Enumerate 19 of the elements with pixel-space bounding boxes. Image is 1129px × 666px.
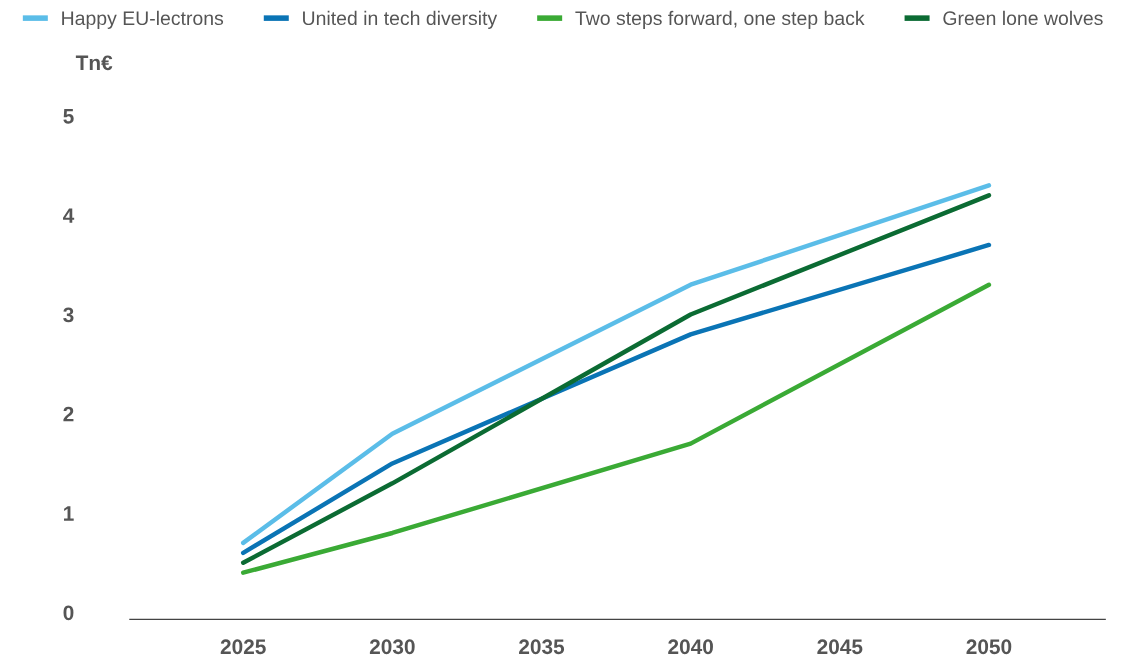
legend-label: United in tech diversity: [303, 10, 498, 29]
y-tick-label: 4: [63, 208, 75, 223]
x-tick-label: 2045: [817, 639, 863, 655]
legend-label: Happy EU-lectrons: [62, 10, 224, 29]
x-tick-label: 2025: [220, 639, 266, 655]
legend-label: Two steps forward, one step back: [575, 10, 865, 29]
x-tick-label: 2050: [966, 639, 1012, 655]
y-tick-label: 3: [63, 307, 74, 323]
line-series: [240, 242, 992, 556]
line-series: [240, 282, 992, 575]
y-tick-label: 5: [63, 109, 74, 124]
x-tick-label: 2040: [668, 639, 713, 655]
y-tick-label: 0: [63, 605, 74, 621]
legend-label: Green lone wolves: [943, 10, 1103, 26]
y-axis-title: Tn€: [75, 55, 113, 71]
x-tick-label: 2035: [519, 639, 565, 655]
x-tick-label: 2030: [369, 639, 415, 655]
y-tick-label: 2: [63, 406, 74, 422]
y-tick-label: 1: [64, 506, 74, 521]
